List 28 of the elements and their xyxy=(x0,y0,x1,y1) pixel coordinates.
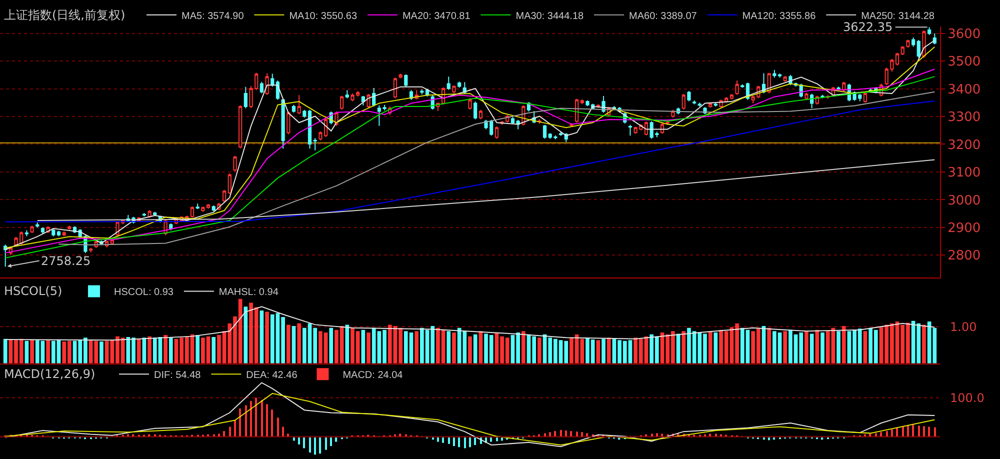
y-tick-label: 3200 xyxy=(948,138,981,153)
legend-label: MAHSL: 0.94 xyxy=(218,287,279,298)
y-tick-label: 3600 xyxy=(948,26,981,42)
y-tick-label: 3400 xyxy=(948,82,981,98)
y-tick-label: 3500 xyxy=(948,54,981,70)
y-tick-label: 3000 xyxy=(948,193,981,208)
legend-label: MACD: 24.04 xyxy=(342,370,404,382)
y-tick-label: 3100 xyxy=(948,166,981,181)
y-tick-label: 2900 xyxy=(948,220,981,236)
annotation: 3622.35 xyxy=(843,20,893,34)
legend-label: MA10: 3550.63 xyxy=(289,10,358,22)
legend-label: DEA: 42.46 xyxy=(246,370,298,382)
y-tick-label: 2800 xyxy=(948,248,981,264)
text: 100.0 xyxy=(950,391,984,405)
legend-label: MA30: 3444.18 xyxy=(516,10,584,22)
text: 1.00 xyxy=(950,320,977,334)
legend-label: MA250: 3144.28 xyxy=(861,10,935,22)
legend-label: MA20: 3470.81 xyxy=(402,10,471,22)
y-tick-label: 3300 xyxy=(948,110,981,126)
chart-title: HSCOL(5) xyxy=(4,284,62,298)
legend-label: HSCOL: 0.93 xyxy=(114,287,174,298)
annotation: 2758.25 xyxy=(41,254,91,268)
chart-title: 上证指数(日线,前复权) xyxy=(4,8,126,22)
chart-title: MACD(12,26,9) xyxy=(4,367,96,381)
legend-label: MA120: 3355.86 xyxy=(742,10,816,22)
legend-label: MA60: 3389.07 xyxy=(629,10,698,22)
legend-label: MA5: 3574.90 xyxy=(182,10,244,22)
legend-label: DIF: 54.48 xyxy=(154,370,202,382)
